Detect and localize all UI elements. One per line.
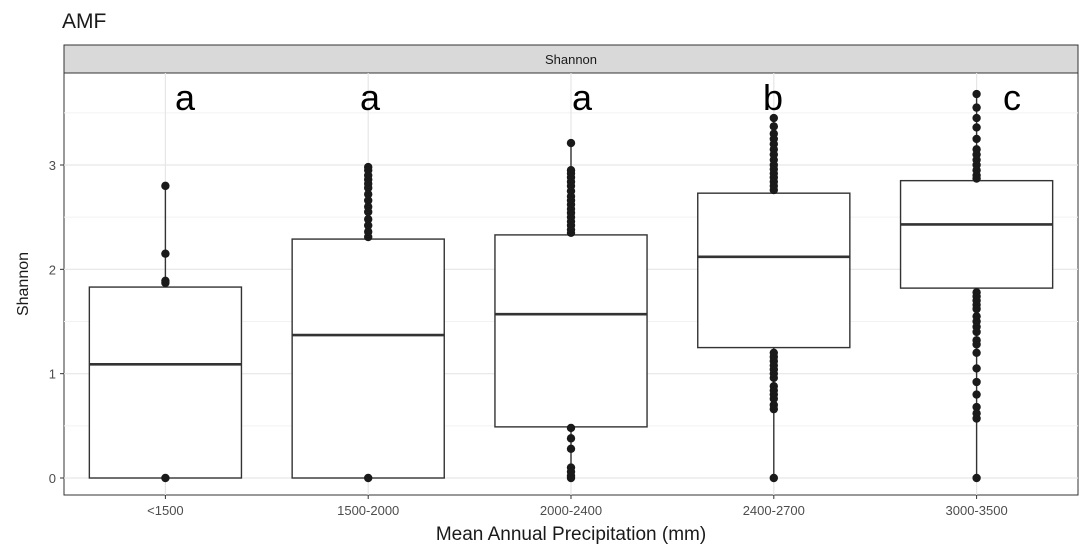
outlier-point [972,402,981,412]
outlier-point [972,103,981,112]
outlier-point [566,473,576,483]
outlier-point [364,232,373,242]
outlier-point [161,278,170,288]
outlier-point [769,185,778,195]
outlier-point [566,423,576,433]
outlier-point [972,174,981,183]
outlier-point [972,348,981,357]
outlier-point [972,89,981,99]
box-1 [291,162,445,483]
box-body [291,238,445,479]
outlier-point [972,377,981,387]
outlier-point [566,228,576,238]
outlier-point [972,134,981,144]
outlier-point [769,373,778,383]
outlier-point [161,249,170,258]
outlier-point [364,183,373,193]
x-tick-label: 3000-3500 [946,503,1008,518]
x-tick-label: 1500-2000 [337,503,399,518]
x-axis-label: Mean Annual Precipitation (mm) [436,524,706,544]
y-tick-label: 1 [49,367,56,382]
outlier-point [972,304,981,314]
outlier-point [364,221,373,230]
outlier-point [769,113,778,123]
box-body [899,179,1054,289]
significance-letter: a [360,77,381,118]
box-body [494,234,648,428]
outlier-point [769,404,778,414]
outlier-point [769,473,778,483]
facet-label: Shannon [545,52,597,67]
facet-strip [63,44,1079,74]
y-tick-label: 3 [49,158,56,173]
outlier-point [972,123,981,132]
outlier-point [769,394,778,403]
outlier-point [972,340,981,349]
y-tick-label: 0 [49,471,56,486]
x-tick-label: 2000-2400 [540,503,602,518]
x-axis-ticks: <1500 1500-2000 2000-2400 2400-2700 3000-350… [147,495,1008,518]
box-body [88,286,243,479]
outlier-point [972,473,981,483]
box-0 [88,181,243,483]
y-axis-ticks: 0 1 2 3 [49,158,64,486]
y-tick-label: 2 [49,262,56,277]
significance-letter: a [175,77,196,118]
outlier-point [972,113,981,123]
outlier-point [364,207,373,217]
y-axis-label: Shannon [15,252,32,316]
outlier-point [972,390,981,399]
outlier-point [972,327,981,337]
outlier-point [566,138,576,148]
significance-letter: b [763,77,783,118]
x-tick-label: <1500 [147,503,184,518]
box-4 [899,89,1054,483]
outlier-point [161,473,170,483]
box-body [697,192,851,349]
outlier-point [364,215,373,224]
outlier-point [566,444,576,453]
significance-letter: a [572,77,593,118]
chart-title: AMF [62,10,106,33]
outlier-point [972,364,981,373]
box-3 [697,113,851,483]
significance-letter: c [1003,77,1021,118]
outlier-point [566,434,576,443]
boxes [88,89,1054,483]
outlier-point [364,196,373,205]
outlier-point [161,181,170,191]
outlier-point [364,190,373,199]
outlier-point [972,414,981,423]
outlier-point [769,122,778,131]
x-tick-label: 2400-2700 [743,503,805,518]
outlier-point [364,473,373,483]
box-2 [494,138,648,483]
